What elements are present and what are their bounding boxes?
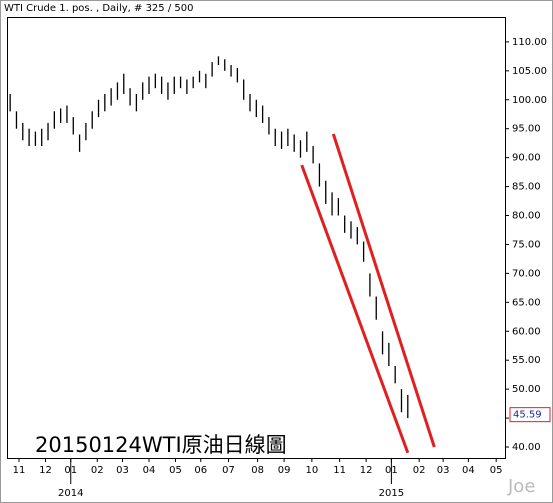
year-label: 2014 (58, 488, 83, 499)
last-price-label: 45.59 (513, 410, 542, 421)
y-tick-label: 75.00 (512, 239, 541, 250)
x-tick-label: 03 (116, 465, 129, 476)
x-tick-label: 11 (13, 465, 26, 476)
x-tick-label: 11 (333, 465, 346, 476)
y-tick-label: 95.00 (512, 124, 541, 135)
y-tick-label: 90.00 (512, 153, 541, 164)
y-tick-label: 110.00 (512, 37, 547, 48)
x-tick-label: 08 (251, 465, 264, 476)
x-tick-label: 04 (462, 465, 475, 476)
annotation: 20150124WTI原油日線圖 (35, 433, 287, 457)
x-tick-label: 09 (278, 465, 291, 476)
plot-area (7, 17, 506, 459)
trend-line (300, 164, 410, 454)
y-tick-label: 80.00 (512, 211, 541, 222)
x-tick-label: 02 (413, 465, 426, 476)
last-price-box (509, 407, 551, 423)
x-tick-label: 05 (490, 465, 503, 476)
x-tick-label: 03 (437, 465, 450, 476)
x-tick-label: 12 (39, 465, 52, 476)
x-tick-label: 07 (222, 465, 235, 476)
x-tick-label: 10 (305, 465, 318, 476)
x-tick-label: 05 (169, 465, 182, 476)
y-tick-label: 55.00 (512, 355, 541, 366)
y-tick-label: 100.00 (512, 95, 547, 106)
y-tick-label: 65.00 (512, 297, 541, 308)
x-tick-label: 06 (194, 465, 207, 476)
trend-line (331, 133, 436, 448)
chart-title: WTI Crude 1. pos. , Daily, # 325 / 500 (4, 3, 193, 14)
x-tick-label: 12 (360, 465, 373, 476)
y-tick-label: 40.00 (512, 442, 541, 453)
watermark: Joe (507, 476, 535, 497)
y-tick-label: 105.00 (512, 66, 547, 77)
y-tick-label: 50.00 (512, 384, 541, 395)
y-tick-label: 70.00 (512, 268, 541, 279)
year-label: 2015 (379, 488, 404, 499)
x-tick-label: 04 (143, 465, 156, 476)
y-tick-label: 60.00 (512, 326, 541, 337)
x-tick-label: 02 (91, 465, 104, 476)
y-tick-label: 85.00 (512, 182, 541, 193)
